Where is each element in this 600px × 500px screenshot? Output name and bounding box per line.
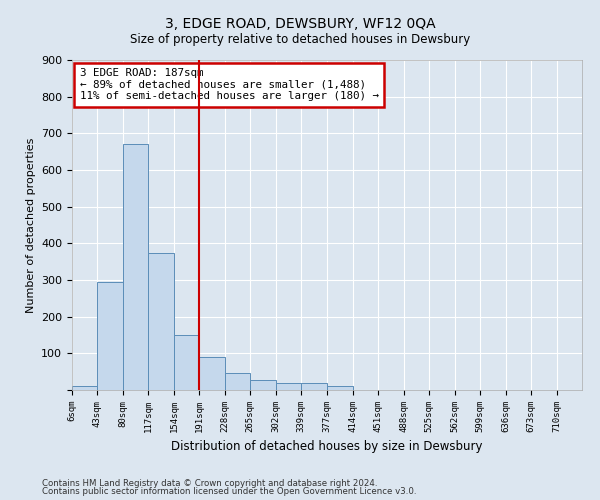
Text: Contains HM Land Registry data © Crown copyright and database right 2024.: Contains HM Land Registry data © Crown c…: [42, 479, 377, 488]
Bar: [123, 144, 148, 390]
Bar: [148, 252, 174, 390]
Text: 3, EDGE ROAD, DEWSBURY, WF12 0QA: 3, EDGE ROAD, DEWSBURY, WF12 0QA: [164, 18, 436, 32]
Bar: [72, 386, 97, 390]
Text: Contains public sector information licensed under the Open Government Licence v3: Contains public sector information licen…: [42, 487, 416, 496]
Text: Size of property relative to detached houses in Dewsbury: Size of property relative to detached ho…: [130, 32, 470, 46]
Bar: [174, 335, 199, 390]
Bar: [225, 373, 250, 390]
Bar: [199, 357, 225, 390]
Bar: [97, 282, 123, 390]
X-axis label: Distribution of detached houses by size in Dewsbury: Distribution of detached houses by size …: [171, 440, 483, 454]
Text: 3 EDGE ROAD: 187sqm
← 89% of detached houses are smaller (1,488)
11% of semi-det: 3 EDGE ROAD: 187sqm ← 89% of detached ho…: [80, 68, 379, 102]
Bar: [276, 382, 301, 390]
Y-axis label: Number of detached properties: Number of detached properties: [26, 138, 35, 312]
Bar: [301, 382, 328, 390]
Bar: [250, 380, 276, 390]
Bar: [328, 386, 353, 390]
